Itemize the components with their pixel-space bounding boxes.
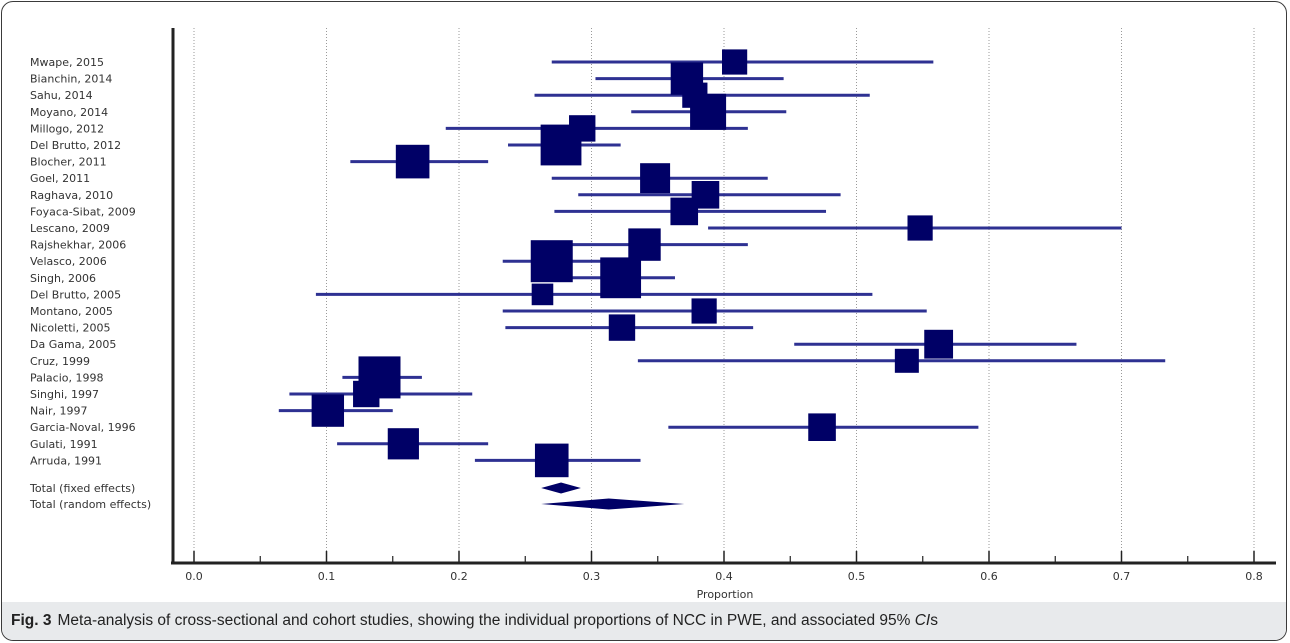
estimate-square: [808, 413, 836, 441]
estimate-square: [311, 394, 345, 427]
study-label: Goel, 2011: [30, 172, 90, 185]
study-label: Raghava, 2010: [30, 189, 113, 202]
study-label: Lescano, 2009: [30, 222, 110, 235]
point-estimates: [311, 49, 954, 478]
estimate-square: [608, 314, 636, 341]
study-label: Nicoletti, 2005: [30, 322, 111, 335]
study-label: Singh, 2006: [30, 272, 96, 285]
study-label: Velasco, 2006: [30, 255, 107, 268]
x-tick-label: 0.2: [450, 570, 468, 583]
estimate-square: [530, 240, 573, 283]
estimate-square: [924, 329, 954, 359]
caption-text: Meta-analysis of cross-sectional and coh…: [57, 612, 911, 629]
caption-figure-label: Fig. 3: [11, 612, 52, 629]
x-tick-label: 0.4: [715, 570, 733, 583]
x-axis-title: Proportion: [697, 588, 754, 601]
estimate-square: [600, 257, 642, 299]
study-label: Mwape, 2015: [30, 56, 104, 69]
study-label: Palacio, 1998: [30, 371, 104, 384]
estimate-square: [894, 348, 919, 373]
x-tick-label: 0.8: [1245, 570, 1263, 583]
estimate-square: [690, 93, 727, 130]
estimate-square: [395, 144, 430, 179]
x-tick-label: 0.7: [1113, 570, 1131, 583]
estimate-square: [722, 49, 748, 75]
estimate-square: [353, 380, 380, 408]
study-label: Sahu, 2014: [30, 89, 93, 102]
estimate-square: [640, 163, 671, 194]
study-label: Arruda, 1991: [30, 454, 102, 467]
tick-layer: 0.0 0.1 0.2 0.3 0.4 0.5 0.6 0.7 0.8: [185, 551, 1263, 583]
study-labels: Mwape, 2015 Bianchin, 2014 Sahu, 2014 Moyan…: [29, 56, 151, 511]
pooled-label: Total (random effects): [29, 498, 151, 511]
study-label: Singhi, 1997: [30, 388, 99, 401]
estimate-square: [628, 228, 661, 261]
x-tick-label: 0.6: [980, 570, 998, 583]
study-label: Bianchin, 2014: [30, 73, 112, 86]
study-label: Montano, 2005: [30, 305, 113, 318]
x-tick-label: 0.1: [318, 570, 336, 583]
study-label: Blocher, 2011: [30, 156, 107, 169]
estimate-square: [691, 298, 717, 324]
pooled-label: Total (fixed effects): [29, 482, 135, 495]
study-label: Cruz, 1999: [30, 355, 90, 368]
x-tick-label: 0.3: [583, 570, 601, 583]
study-label: Foyaca-Sibat, 2009: [30, 205, 136, 218]
study-label: Del Brutto, 2005: [30, 288, 121, 301]
estimate-square: [531, 283, 554, 306]
study-label: Gulati, 1991: [30, 438, 98, 451]
pooled-estimates: [541, 482, 685, 510]
study-label: Millogo, 2012: [30, 122, 104, 135]
study-label: Da Gama, 2005: [30, 338, 116, 351]
forest-plot: 0.0 0.1 0.2 0.3 0.4 0.5 0.6 0.7 0.8 Mwape, 2015 B…: [29, 28, 1276, 601]
estimate-square: [387, 428, 419, 460]
caption-ci-italic: CI: [914, 612, 931, 629]
pooled-diamond: [541, 482, 581, 494]
figure-caption: Fig. 3 Meta-analysis of cross-sectional …: [2, 602, 1286, 640]
estimate-square: [907, 215, 933, 241]
x-tick-label: 0.5: [848, 570, 866, 583]
study-label: Rajshekhar, 2006: [30, 239, 126, 252]
x-tick-label: 0.0: [185, 570, 203, 583]
caption-text-suffix: s: [930, 612, 938, 629]
estimate-square: [534, 443, 569, 478]
study-label: Nair, 1997: [30, 405, 88, 418]
estimate-square: [670, 197, 699, 226]
estimate-square: [540, 124, 582, 166]
study-label: Del Brutto, 2012: [30, 139, 121, 152]
pooled-diamond: [541, 498, 685, 510]
study-label: Moyano, 2014: [30, 106, 108, 119]
study-label: Garcia-Noval, 1996: [30, 421, 136, 434]
